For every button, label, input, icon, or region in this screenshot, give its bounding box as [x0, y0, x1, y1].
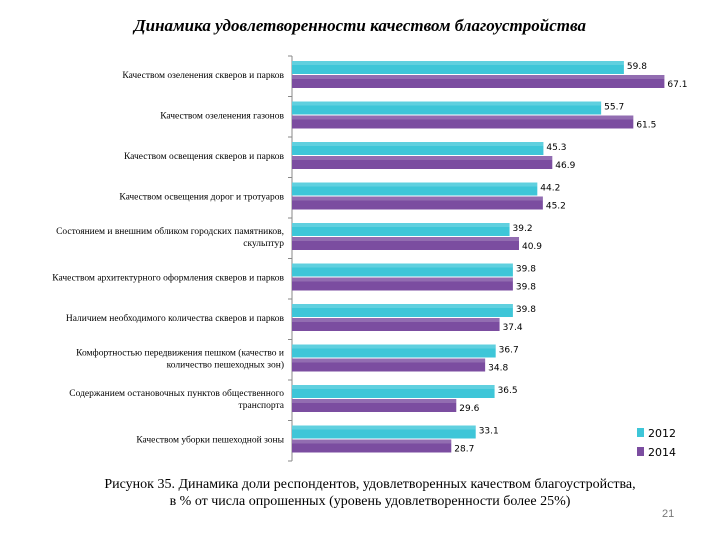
chart-legend: 2012 2014	[630, 420, 682, 460]
data-label-2012: 39.8	[516, 305, 536, 315]
bar-highlight	[292, 385, 495, 389]
chart-axis	[288, 55, 293, 462]
bar-highlight	[292, 61, 624, 65]
bar-highlight	[292, 237, 519, 241]
caption-line-1: Рисунок 35. Динамика доли респондентов, …	[104, 477, 636, 492]
bar-highlight	[292, 115, 634, 120]
category-label: Качеством озеленения скверов и парков	[122, 71, 284, 81]
bar-2012	[292, 385, 495, 398]
bar-highlight	[292, 425, 476, 430]
bar-2014	[292, 318, 500, 331]
bar-highlight	[292, 344, 496, 349]
bar-highlight	[292, 439, 452, 444]
bar-2014	[292, 115, 634, 129]
category-label: Качеством освещения дорог и тротуаров	[119, 193, 284, 203]
data-label-2012: 36.7	[499, 346, 519, 356]
data-label-2012: 45.3	[546, 143, 566, 153]
data-label-2014: 34.8	[488, 364, 508, 374]
bar-2012	[292, 61, 624, 74]
bar-highlight	[292, 223, 510, 227]
bar-highlight	[292, 75, 665, 79]
chart-labels: Качеством озеленения скверов и парков 59.…	[52, 62, 687, 455]
bar-2014	[292, 237, 519, 250]
bar-2012	[292, 223, 510, 236]
bar-2012	[292, 344, 496, 358]
data-label-2012: 59.8	[627, 62, 647, 72]
bar-2014	[292, 358, 486, 372]
bar-highlight	[292, 358, 486, 363]
category-label: Качеством озеленения газонов	[160, 112, 284, 122]
category-label: Качеством уборки пешеходной зоны	[136, 435, 284, 446]
data-label-2014: 46.9	[555, 161, 575, 171]
bar-2012	[292, 142, 544, 155]
bar-2014	[292, 156, 553, 169]
chart-bars	[292, 61, 665, 453]
category-label: количество пешеходных зон)	[167, 360, 284, 371]
legend-label-2012: 2012	[648, 427, 676, 440]
page-number: 21	[662, 508, 675, 520]
category-label: скульптур	[243, 239, 284, 249]
category-label: Комфортностью передвижения пешком (качес…	[76, 348, 284, 359]
bar-2014	[292, 439, 452, 453]
bar-2014	[292, 399, 457, 412]
chart-title: Динамика удовлетворенности качеством бла…	[134, 16, 586, 35]
legend-label-2014: 2014	[648, 446, 676, 459]
data-label-2014: 39.8	[516, 283, 536, 293]
bar-highlight	[292, 196, 543, 201]
data-label-2012: 36.5	[498, 386, 518, 396]
data-label-2014: 45.2	[546, 202, 566, 212]
bar-2014	[292, 277, 513, 291]
data-label-2012: 39.2	[513, 224, 533, 234]
bar-2012	[292, 263, 513, 277]
data-label-2012: 44.2	[540, 184, 560, 194]
data-label-2014: 37.4	[503, 323, 523, 333]
data-label-2014: 40.9	[522, 242, 542, 252]
bar-highlight	[292, 182, 538, 187]
category-label: Качеством освещения скверов и парков	[124, 152, 285, 162]
bar-highlight	[292, 304, 513, 308]
bar-2012	[292, 182, 538, 196]
category-label: Состоянием и внешним обликом городских п…	[56, 226, 284, 237]
bar-2012	[292, 101, 602, 115]
data-label-2014: 29.6	[459, 404, 479, 414]
bar-highlight	[292, 101, 602, 106]
bar-2012	[292, 425, 476, 439]
bar-highlight	[292, 277, 513, 282]
data-label-2012: 33.1	[479, 427, 499, 437]
bar-highlight	[292, 156, 553, 160]
legend-swatch-2014	[637, 447, 644, 456]
caption-line-2: в % от числа опрошенных (уровень удовлет…	[169, 494, 571, 509]
bar-2014	[292, 196, 543, 210]
bar-highlight	[292, 399, 457, 403]
category-label: Содержанием остановочных пунктов обществ…	[69, 388, 284, 399]
category-label: Качеством архитектурного оформления скве…	[52, 273, 284, 284]
data-label-2014: 61.5	[636, 121, 656, 131]
data-label-2014: 28.7	[454, 445, 474, 455]
data-label-2012: 39.8	[516, 265, 536, 275]
category-label: Наличием необходимого количества скверов…	[66, 313, 285, 324]
bar-highlight	[292, 142, 544, 146]
data-label-2012: 55.7	[604, 103, 624, 113]
figure-caption: Рисунок 35. Динамика доли респондентов, …	[60, 476, 680, 510]
bar-2014	[292, 75, 665, 88]
legend-swatch-2012	[637, 428, 644, 437]
bar-2012	[292, 304, 513, 317]
bar-highlight	[292, 318, 500, 322]
bar-highlight	[292, 263, 513, 268]
category-label: транспорта	[239, 401, 285, 411]
data-label-2014: 67.1	[667, 80, 687, 90]
